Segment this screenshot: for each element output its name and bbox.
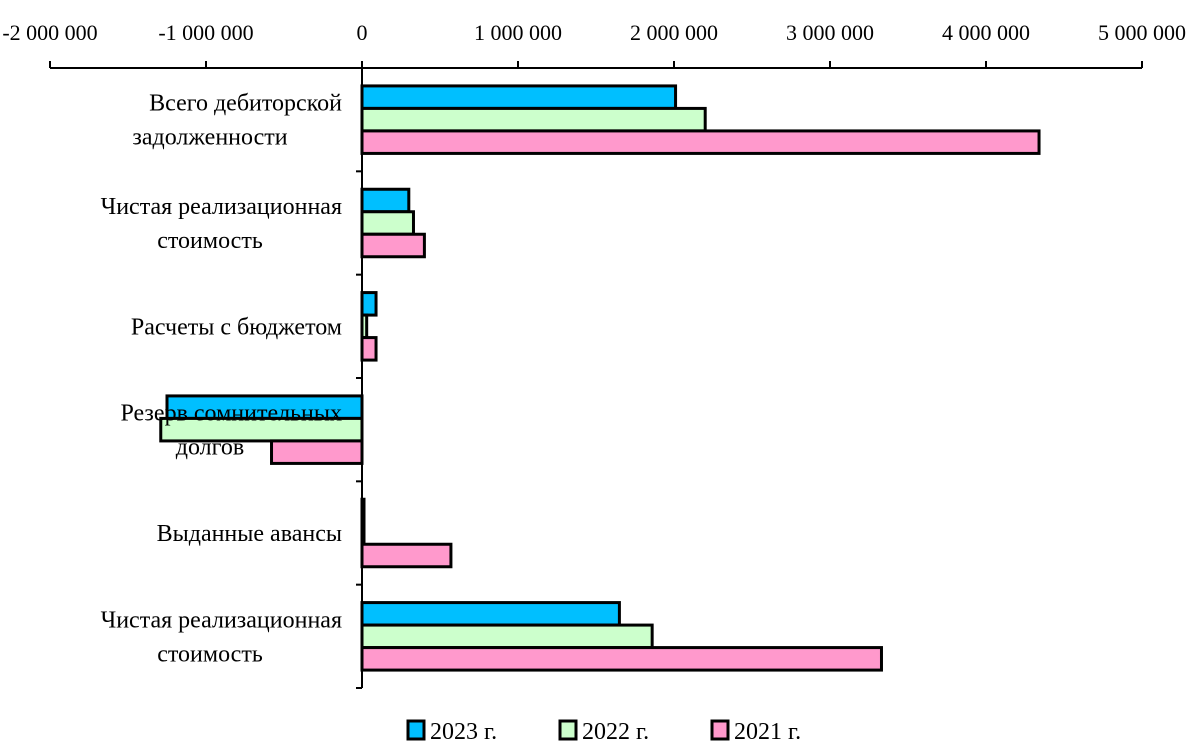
x-tick-label: -1 000 000: [158, 20, 253, 45]
legend: 2023 г. 2022 г. 2021 г.: [406, 719, 801, 745]
legend-swatch: [558, 719, 578, 741]
x-tick-label: 3 000 000: [786, 20, 874, 45]
y-axis: [356, 68, 363, 689]
x-tick-label: 5 000 000: [1098, 20, 1186, 45]
legend-label: 2022 г.: [582, 719, 649, 745]
bar: [360, 542, 453, 569]
bar: [360, 106, 707, 133]
bars: [159, 84, 1041, 672]
category-label: Чистая реализационная: [101, 607, 342, 633]
x-tick-label: 1 000 000: [474, 20, 562, 45]
bar: [360, 601, 621, 627]
bar: [360, 336, 378, 362]
category-label: Всего дебиторской: [149, 91, 342, 117]
bar: [360, 210, 415, 236]
x-axis: -2 000 000 -1 000 000 0 1 000 000 2 000 000 3…: [2, 20, 1186, 69]
bar: [360, 232, 426, 259]
bar: [360, 129, 1041, 155]
category-label: стоимость: [157, 641, 263, 667]
category-labels: Всего дебиторской задолженности Чистая реа…: [101, 91, 343, 668]
legend-swatch: [406, 719, 426, 741]
bar: [360, 84, 678, 110]
x-tick-label: 2 000 000: [630, 20, 718, 45]
category-label: Расчеты с бюджетом: [131, 314, 342, 340]
bar: [360, 623, 654, 650]
x-tick-label: 4 000 000: [942, 20, 1030, 45]
legend-swatch: [710, 719, 730, 741]
category-label: Резерв сомнительных: [120, 401, 342, 427]
legend-label: 2023 г.: [430, 719, 497, 745]
bar: [360, 187, 411, 214]
legend-label: 2021 г.: [734, 719, 801, 745]
category-label: задолженности: [132, 125, 287, 151]
bar: [270, 439, 364, 465]
bar: [360, 646, 883, 672]
category-label: Чистая реализационная: [101, 194, 342, 220]
category-label: долгов: [176, 435, 244, 461]
x-tick-label: 0: [357, 20, 368, 45]
category-label: стоимость: [157, 228, 263, 254]
bar: [360, 291, 378, 317]
category-label: Выданные авансы: [157, 521, 342, 547]
x-tick-label: -2 000 000: [2, 20, 97, 45]
